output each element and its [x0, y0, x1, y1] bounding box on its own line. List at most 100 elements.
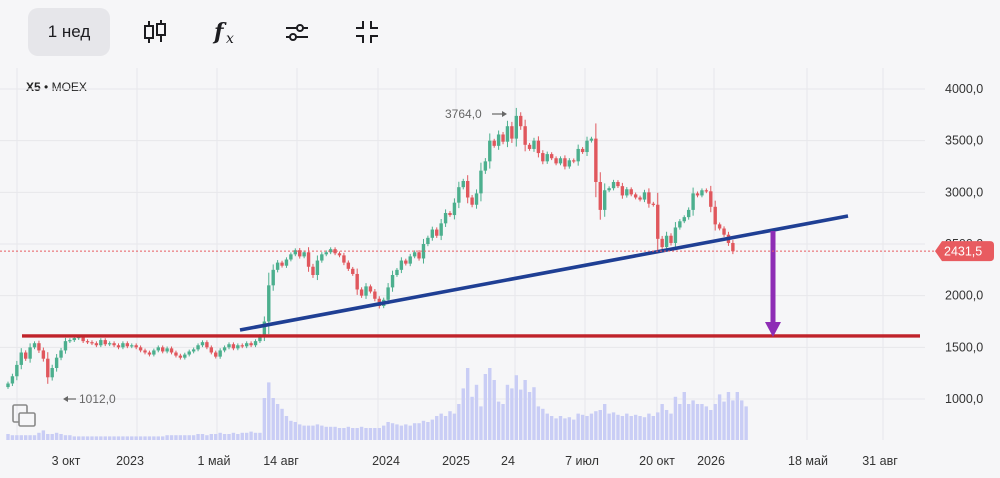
candle-body	[214, 352, 218, 357]
candle-body	[324, 252, 328, 255]
settings-sliders-icon	[286, 24, 308, 41]
candle-body	[178, 355, 183, 358]
ticker-symbol: X5	[26, 80, 41, 94]
candle-body	[514, 115, 518, 139]
candle-body	[289, 254, 293, 260]
candle-body	[390, 275, 395, 288]
volume-bar	[465, 368, 470, 440]
volume-bar	[386, 422, 390, 440]
y-tick-label: 1500,0	[945, 340, 983, 354]
candle-body	[629, 189, 633, 195]
exchange-name: MOEX	[51, 80, 87, 94]
volume-bar	[633, 414, 638, 440]
candle-body	[165, 348, 169, 352]
volume-bar	[541, 408, 545, 440]
max-price-label: 3764,0	[445, 107, 482, 121]
y-axis: 1000,01500,02000,02500,03000,03500,04000…	[945, 82, 983, 406]
candle-body	[611, 182, 616, 189]
candle-body	[311, 266, 315, 276]
volume-bar	[364, 428, 368, 440]
candle-body	[63, 341, 68, 351]
x-tick-label: 2023	[116, 454, 144, 468]
volume-bar	[258, 432, 262, 440]
candle-body	[15, 364, 19, 377]
candle-body	[147, 352, 152, 355]
candle-body	[81, 337, 85, 342]
volume-bar	[222, 434, 227, 440]
volume-bar	[165, 435, 169, 440]
candle-body	[554, 158, 558, 164]
candle-body	[722, 228, 726, 235]
x-tick-label: 3 окт	[52, 454, 81, 468]
candle-body	[412, 252, 417, 257]
volume-bar	[704, 406, 709, 440]
drawing-tools-icon[interactable]	[10, 402, 40, 432]
candle-body	[373, 291, 377, 299]
volume-bar	[669, 413, 673, 440]
candle-body	[143, 350, 147, 353]
volume-bar	[448, 411, 452, 440]
volume-bar	[620, 416, 625, 440]
candle-body	[271, 269, 275, 286]
volume-bar	[607, 413, 611, 440]
candle-body	[280, 262, 284, 266]
y-tick-label: 2000,0	[945, 289, 983, 303]
volume-bar	[298, 424, 302, 440]
candle-body	[315, 260, 320, 276]
candle-body	[474, 193, 479, 205]
volume-bar	[373, 428, 377, 440]
candle-body	[138, 347, 143, 351]
volume-bar	[63, 435, 68, 440]
volume-bar	[479, 406, 483, 440]
x-tick-label: 1 май	[198, 454, 231, 468]
volume-bar	[125, 436, 130, 440]
candle-body	[50, 368, 54, 378]
svg-text:f: f	[212, 19, 227, 45]
volume-bar	[368, 428, 373, 440]
candle-body	[54, 357, 59, 369]
chart-type-button[interactable]	[133, 8, 177, 56]
volume-bar	[589, 413, 594, 440]
volume-bar	[731, 400, 735, 440]
timeframe-button[interactable]: 1 нед	[28, 8, 110, 56]
volume-bar	[421, 420, 426, 440]
volume-bar	[545, 413, 549, 440]
volume-bar	[121, 436, 125, 440]
volume-bar	[664, 410, 669, 440]
candle-body	[174, 352, 178, 356]
candle-body	[346, 262, 351, 269]
min-price-pointer-head	[63, 396, 68, 402]
candle-body	[563, 158, 567, 167]
volume-bar	[138, 436, 143, 440]
candle-body	[673, 227, 678, 243]
candle-body	[6, 383, 10, 388]
volume-bar	[580, 414, 585, 440]
volume-bar	[576, 413, 580, 440]
candle-body	[488, 140, 492, 162]
x-tick-label: 2024	[372, 454, 400, 468]
candle-body	[603, 190, 607, 210]
volume-bar	[527, 392, 532, 440]
candle-body	[253, 341, 258, 346]
candle-body	[209, 347, 214, 353]
collapse-icon	[356, 21, 378, 43]
candle-body	[669, 235, 673, 243]
min-price-label: 1012,0	[79, 392, 116, 406]
volume-bar	[532, 387, 536, 440]
candle-body	[205, 342, 209, 348]
candle-body	[607, 188, 611, 191]
indicators-button[interactable]: f x	[204, 8, 248, 56]
settings-button[interactable]	[275, 8, 319, 56]
volume-bar	[315, 424, 320, 440]
x-tick-label: 18 май	[788, 454, 828, 468]
collapse-button[interactable]	[345, 8, 389, 56]
volume-bar	[563, 418, 567, 440]
volume-bar	[647, 413, 651, 440]
volume-bar	[275, 404, 280, 440]
candle-body	[191, 349, 196, 352]
volume-bar	[660, 404, 664, 440]
candle-body	[678, 221, 682, 228]
candle-body	[284, 259, 289, 266]
